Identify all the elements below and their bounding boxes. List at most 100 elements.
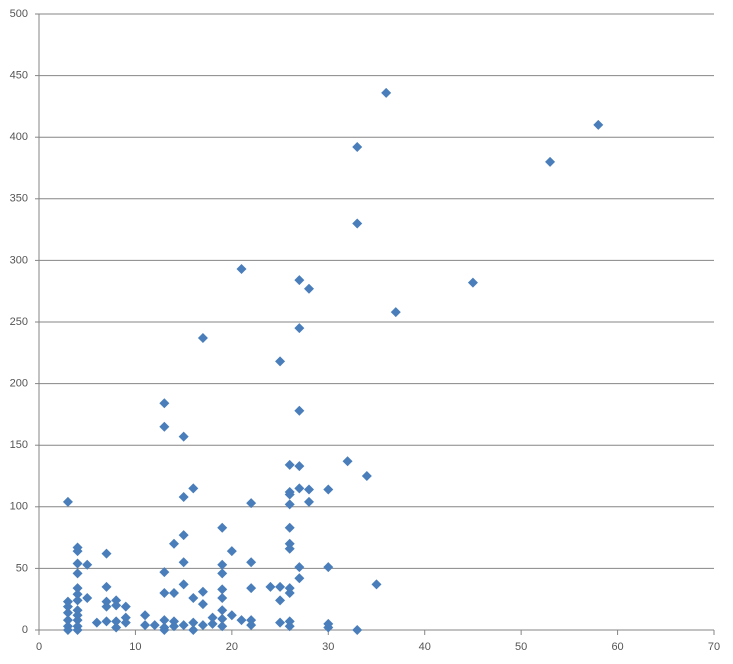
data-point <box>275 356 286 367</box>
data-point <box>284 499 295 510</box>
data-point <box>284 522 295 533</box>
data-point <box>217 592 228 603</box>
data-point <box>82 592 93 603</box>
data-point <box>62 601 73 612</box>
data-point <box>111 616 122 627</box>
data-point <box>390 307 401 318</box>
data-point <box>294 461 305 472</box>
data-point <box>101 548 112 559</box>
data-point <box>226 610 237 621</box>
data-point <box>294 275 305 286</box>
x-tick-label: 60 <box>611 641 623 653</box>
data-point <box>120 601 131 612</box>
data-point <box>275 617 286 628</box>
data-point <box>217 613 228 624</box>
y-tick-label: 300 <box>10 254 28 266</box>
data-point <box>294 483 305 494</box>
data-point <box>72 568 83 579</box>
y-tick-label: 400 <box>10 131 28 143</box>
data-point <box>323 484 334 495</box>
data-point <box>217 584 228 595</box>
y-tick-label: 200 <box>10 378 28 390</box>
data-point <box>246 583 257 594</box>
data-point <box>284 459 295 470</box>
data-point <box>188 617 199 628</box>
data-point <box>62 607 73 618</box>
data-point <box>265 581 276 592</box>
data-point <box>178 530 189 541</box>
data-point <box>72 625 83 635</box>
data-point <box>178 431 189 442</box>
x-tick-label: 0 <box>36 641 42 653</box>
data-point <box>371 579 382 590</box>
y-tick-label: 150 <box>10 439 28 451</box>
data-point <box>101 616 112 627</box>
data-point <box>197 620 208 631</box>
x-tick-label: 10 <box>129 641 141 653</box>
data-point <box>323 562 334 573</box>
data-point <box>217 522 228 533</box>
data-point <box>72 589 83 600</box>
data-point <box>120 617 131 628</box>
data-point <box>197 333 208 344</box>
data-point <box>294 405 305 416</box>
data-point <box>217 559 228 570</box>
data-point <box>188 592 199 603</box>
data-point <box>294 323 305 334</box>
y-tick-label: 250 <box>10 316 28 328</box>
data-point <box>294 562 305 573</box>
x-tick-label: 20 <box>226 641 238 653</box>
data-point <box>140 620 151 631</box>
data-point <box>284 621 295 632</box>
data-point <box>72 583 83 594</box>
data-point <box>82 559 93 570</box>
x-tick-label: 70 <box>708 641 720 653</box>
data-point <box>178 579 189 590</box>
x-tick-label: 30 <box>322 641 334 653</box>
data-point <box>72 546 83 557</box>
data-point <box>169 621 179 632</box>
data-point <box>323 622 334 633</box>
data-point <box>178 620 189 631</box>
y-tick-label: 500 <box>10 8 28 20</box>
x-tick-label: 40 <box>419 641 431 653</box>
data-point <box>304 283 314 294</box>
data-point <box>304 496 314 507</box>
data-point <box>304 484 314 495</box>
data-point <box>111 622 122 633</box>
data-point <box>159 398 170 409</box>
data-point <box>352 142 363 153</box>
data-point <box>361 471 372 481</box>
y-tick-label: 100 <box>10 501 28 513</box>
data-point <box>62 615 73 626</box>
data-point <box>284 588 295 599</box>
data-point <box>217 568 228 579</box>
data-point <box>159 567 170 578</box>
data-point <box>226 546 237 557</box>
data-point <box>140 610 151 621</box>
data-point <box>159 625 170 635</box>
x-tick-label: 50 <box>515 641 527 653</box>
data-point <box>236 264 247 275</box>
data-point <box>159 588 170 599</box>
data-point <box>217 621 228 632</box>
data-point <box>91 617 102 628</box>
data-point <box>217 605 228 616</box>
data-point <box>149 620 160 631</box>
data-point <box>593 119 604 130</box>
data-point <box>169 538 179 549</box>
data-point <box>275 581 286 592</box>
data-point <box>159 615 170 626</box>
data-point <box>294 573 305 584</box>
data-point <box>188 625 199 635</box>
data-point <box>197 599 208 610</box>
data-point <box>275 595 286 606</box>
data-point <box>101 601 112 612</box>
data-point <box>62 496 73 507</box>
data-point <box>72 615 83 626</box>
data-point <box>178 557 189 568</box>
data-point <box>284 489 295 500</box>
data-point <box>284 543 295 554</box>
data-point <box>352 625 363 635</box>
